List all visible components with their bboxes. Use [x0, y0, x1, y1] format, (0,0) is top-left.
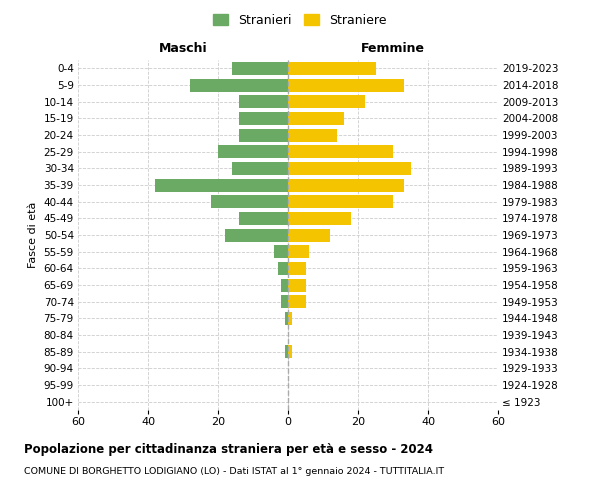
Bar [288, 128, 337, 141]
Legend: Stranieri, Straniere: Stranieri, Straniere [208, 8, 392, 32]
Bar [281, 295, 288, 308]
Bar [288, 145, 393, 158]
Bar [288, 295, 305, 308]
Bar [288, 262, 305, 275]
Bar [232, 162, 288, 175]
Bar [288, 178, 404, 192]
Bar [225, 228, 288, 241]
Bar [218, 145, 288, 158]
Bar [274, 245, 288, 258]
Bar [155, 178, 288, 192]
Bar [284, 345, 288, 358]
Bar [288, 312, 292, 325]
Text: Femmine: Femmine [361, 42, 425, 55]
Bar [288, 228, 330, 241]
Bar [239, 112, 288, 125]
Bar [288, 195, 393, 208]
Bar [288, 112, 344, 125]
Bar [277, 262, 288, 275]
Bar [284, 312, 288, 325]
Bar [239, 95, 288, 108]
Bar [239, 128, 288, 141]
Bar [288, 245, 309, 258]
Bar [288, 345, 292, 358]
Bar [239, 212, 288, 225]
Text: Popolazione per cittadinanza straniera per età e sesso - 2024: Popolazione per cittadinanza straniera p… [24, 442, 433, 456]
Bar [288, 95, 365, 108]
Bar [288, 212, 351, 225]
Y-axis label: Fasce di età: Fasce di età [28, 202, 38, 268]
Bar [288, 162, 410, 175]
Bar [211, 195, 288, 208]
Bar [232, 62, 288, 75]
Bar [288, 62, 376, 75]
Bar [190, 78, 288, 92]
Text: Maschi: Maschi [158, 42, 208, 55]
Bar [281, 278, 288, 291]
Bar [288, 278, 305, 291]
Text: COMUNE DI BORGHETTO LODIGIANO (LO) - Dati ISTAT al 1° gennaio 2024 - TUTTITALIA.: COMUNE DI BORGHETTO LODIGIANO (LO) - Dat… [24, 468, 444, 476]
Bar [288, 78, 404, 92]
